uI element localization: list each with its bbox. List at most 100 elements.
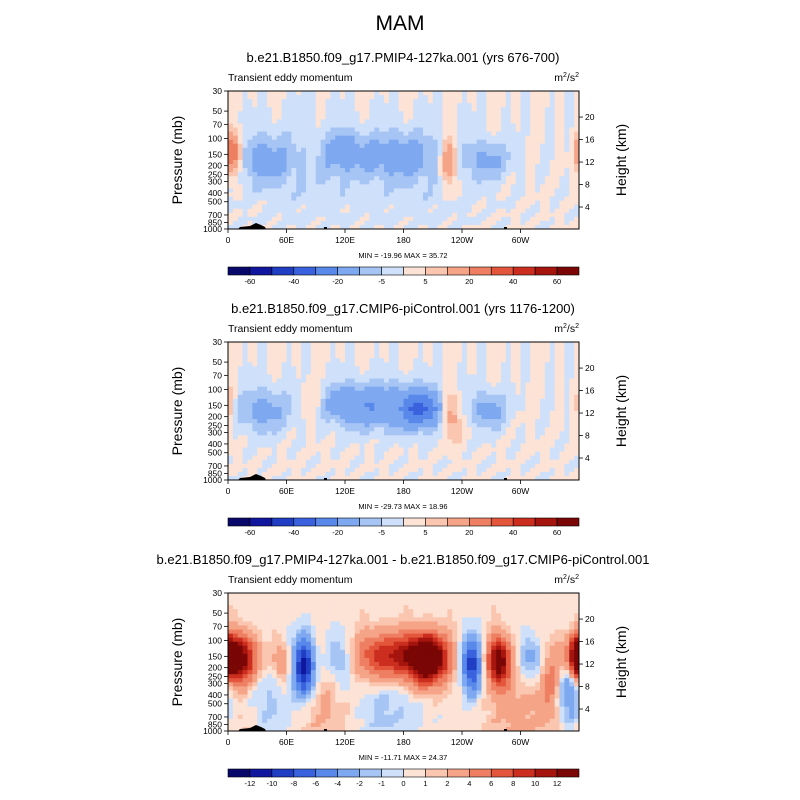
contour-cell [530,382,536,387]
contour-cell [301,386,307,392]
contour-cell [291,147,297,153]
contour-cell [559,443,565,448]
contour-cell [510,180,516,185]
contour-cell [286,455,292,461]
y-axis-label-right: Height (km) [613,124,629,196]
contour-cell [325,220,331,226]
contour-cell [520,151,526,157]
contour-cell [457,463,463,469]
contour-cell [315,131,321,136]
contour-cell [349,386,356,392]
contour-cell [544,378,551,383]
contour-cell [437,402,443,408]
contour-cell [296,220,302,226]
contour-cell [432,135,438,141]
contour-cell [496,220,502,226]
contour-cell [257,143,263,149]
contour-cell [325,196,331,201]
contour-cell [549,459,555,465]
contour-cell [452,467,458,473]
contour-cell [379,103,385,108]
contour-cell [257,212,263,218]
contour-cell [525,402,531,408]
contour-cell [349,180,356,185]
contour-cell [403,398,409,404]
contour-cell [398,127,404,132]
contour-cell [574,435,579,440]
contour-cell [486,402,492,408]
contour-cell [471,423,477,428]
contour-cell [320,423,326,428]
contour-cell [510,358,516,363]
contour-cell [476,168,482,173]
contour-cell [486,431,492,436]
contour-cell [369,443,375,448]
contour-cell [471,435,477,440]
contour-cell [496,180,502,185]
contour-cell [520,147,526,153]
contour-cell [330,362,336,367]
contour-cell [491,204,497,210]
contour-cell [505,423,512,428]
contour-cell [291,463,297,469]
contour-cell [320,127,326,132]
contour-cell [306,406,312,412]
contour-cell [262,411,268,416]
contour-cell [457,135,463,141]
contour-cell [569,131,575,136]
contour-cell [544,382,551,387]
contour-cell [535,374,541,379]
contour-cell [544,358,551,363]
contour-cell [476,354,482,359]
height-tick-label: 8 [585,180,590,190]
contour-cell [281,358,287,363]
contour-cell [457,342,463,347]
contour-cell [340,115,346,120]
contour-cell [262,95,268,100]
contour-cell [345,204,351,210]
contour-cell [301,123,307,128]
contour-cell [559,155,565,161]
contour-cell [476,374,482,379]
contour-cell [564,443,570,448]
contour-cell [476,342,482,347]
contour-cell [340,415,346,420]
contour-cell [496,427,502,432]
contour-cell [325,103,331,108]
contour-cell [335,411,341,416]
contour-cell [388,398,395,404]
contour-cell [257,99,263,104]
contour-cell [544,362,551,367]
contour-cell [413,374,419,379]
contour-cell [520,164,526,169]
contour-cell [267,220,273,226]
contour-cell [564,398,570,404]
contour-cell [271,435,278,440]
contour-cell [418,475,424,480]
contour-cell [471,386,477,392]
contour-cell [228,220,234,226]
contour-cell [427,463,434,469]
contour-cell [457,99,463,104]
contour-cell [315,172,321,177]
contour-cell [286,143,292,149]
contour-cell [320,143,326,149]
contour-cell [437,398,443,404]
contour-cell [306,131,312,136]
contour-cell [349,184,356,189]
contour-cell [228,192,234,197]
contour-cell [349,212,356,218]
contour-cell [481,402,487,408]
contour-cell [252,346,258,351]
contour-cell [228,419,234,424]
contour-cell [505,467,512,473]
contour-cell [276,386,282,392]
contour-cell [237,220,243,226]
contour-cell [281,188,287,193]
contour-cell [510,427,516,432]
contour-cell [476,192,482,197]
contour-cell [384,370,390,375]
contour-cell [540,455,546,461]
contour-cell [466,350,473,355]
contour-cell [301,135,307,141]
